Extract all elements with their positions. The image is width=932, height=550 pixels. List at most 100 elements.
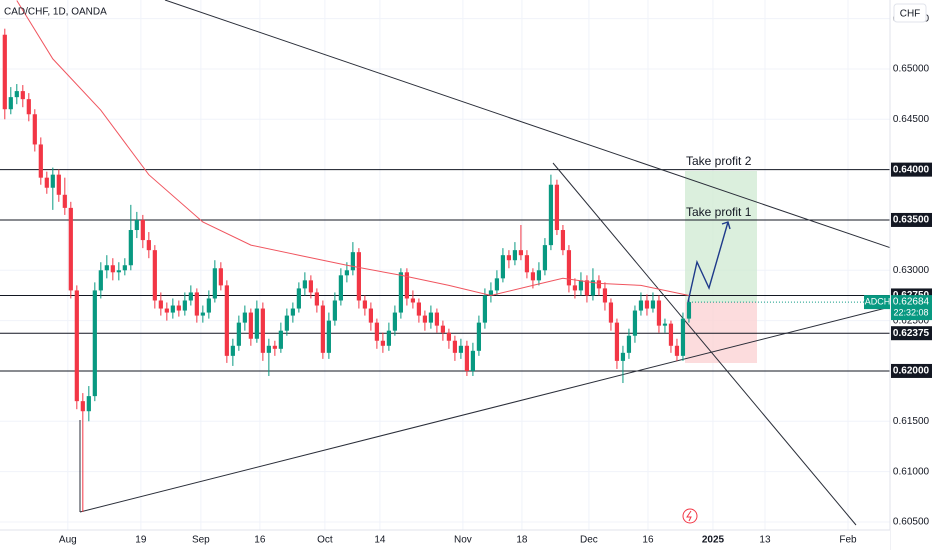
candle-body — [440, 325, 445, 333]
x-tick-label: Sep — [192, 535, 210, 546]
y-tick-label: 0.62500 — [893, 315, 930, 326]
candle-body — [194, 292, 199, 316]
candle-body — [50, 174, 55, 188]
candle-body — [308, 280, 313, 293]
trend-line — [552, 162, 857, 526]
candle-body — [434, 312, 439, 326]
candle-body — [416, 302, 421, 316]
candle-body — [326, 320, 331, 353]
arrow-head — [721, 221, 731, 230]
x-tick-label: Nov — [454, 535, 472, 546]
y-tick-label: 0.64500 — [893, 114, 930, 125]
chart-title: CAD/CHF, 1D, OANDA — [4, 7, 107, 18]
moving-average — [16, 0, 690, 297]
candle-body — [116, 270, 121, 273]
candles — [2, 28, 692, 512]
candle-body — [662, 323, 668, 326]
event-icon[interactable] — [682, 508, 698, 524]
candle-body — [332, 300, 337, 321]
candle-body — [398, 272, 403, 313]
candle-body — [632, 310, 638, 336]
candle-body — [230, 345, 235, 356]
level-label-box — [891, 212, 932, 227]
symbol-box — [864, 295, 890, 310]
candle-body — [674, 345, 680, 356]
candle-body — [164, 308, 169, 313]
candle-body — [236, 322, 241, 346]
candle-body — [644, 300, 650, 309]
candle-body — [356, 252, 361, 301]
candle-body — [104, 265, 109, 271]
candle-body — [524, 255, 530, 273]
candle-body — [44, 177, 49, 188]
x-tick-label: 16 — [254, 535, 266, 546]
candle-body — [560, 230, 566, 251]
candle-body — [248, 312, 253, 339]
candle-body — [272, 345, 277, 349]
time-axis — [0, 530, 890, 550]
candle-body — [278, 330, 283, 349]
candle-body — [68, 207, 73, 291]
candle-body — [122, 265, 127, 271]
candle-body — [344, 270, 349, 276]
candle-body — [428, 312, 433, 323]
stop-loss-zone — [685, 302, 757, 363]
candle-body — [98, 270, 103, 291]
candle-body — [626, 335, 632, 353]
candle-body — [128, 230, 133, 266]
level-label-box — [891, 363, 932, 378]
candle-body — [260, 308, 265, 353]
candle-body — [548, 184, 554, 246]
candle-body — [74, 290, 79, 402]
y-tick-label: 0.61000 — [893, 466, 930, 477]
level-label-box — [891, 162, 932, 177]
x-tick-label: 2025 — [702, 535, 725, 546]
last-price-label: 0.62684 — [893, 297, 930, 308]
candle-body — [158, 300, 163, 309]
candle-body — [494, 278, 500, 291]
candle-body — [188, 292, 193, 301]
grid — [0, 0, 890, 530]
candle-body — [62, 194, 67, 208]
candle-body — [482, 295, 488, 323]
candle-body — [368, 308, 373, 323]
annotation: Take profit 1 — [686, 205, 752, 219]
candle-body — [506, 255, 512, 261]
candle-body — [488, 290, 494, 296]
candle-body — [26, 99, 31, 115]
candle-body — [200, 312, 205, 316]
candle-body — [512, 250, 518, 261]
levels — [0, 169, 890, 372]
level-label: 0.62375 — [893, 328, 930, 339]
x-tick-label: 13 — [759, 535, 771, 546]
candle-body — [620, 352, 626, 361]
currency[interactable]: CHF — [900, 9, 921, 20]
candle-body — [140, 219, 145, 241]
y-tick-label: 0.63000 — [893, 265, 930, 276]
event-icon-bolt — [686, 510, 692, 522]
candle-body — [464, 345, 470, 371]
candle-body — [422, 315, 427, 323]
trend-line — [164, 0, 932, 263]
candle-body — [608, 302, 614, 323]
trend-line — [79, 306, 891, 513]
candle-body — [212, 268, 217, 299]
candle-body — [350, 252, 355, 271]
candle-body — [686, 302, 692, 319]
candle-body — [362, 300, 367, 309]
level-label: 0.64000 — [893, 164, 930, 175]
candle-body — [224, 285, 229, 356]
take-profit-zone — [685, 171, 757, 302]
candle-body — [302, 280, 307, 289]
candle-body — [602, 288, 608, 303]
candle-body — [314, 292, 319, 306]
candle-body — [134, 219, 139, 231]
x-tick-label: 18 — [516, 535, 528, 546]
x-tick-label: 19 — [135, 535, 147, 546]
candle-body — [182, 300, 187, 311]
candle-body — [80, 401, 85, 412]
currency-button[interactable] — [893, 3, 927, 23]
candle-body — [518, 250, 524, 256]
